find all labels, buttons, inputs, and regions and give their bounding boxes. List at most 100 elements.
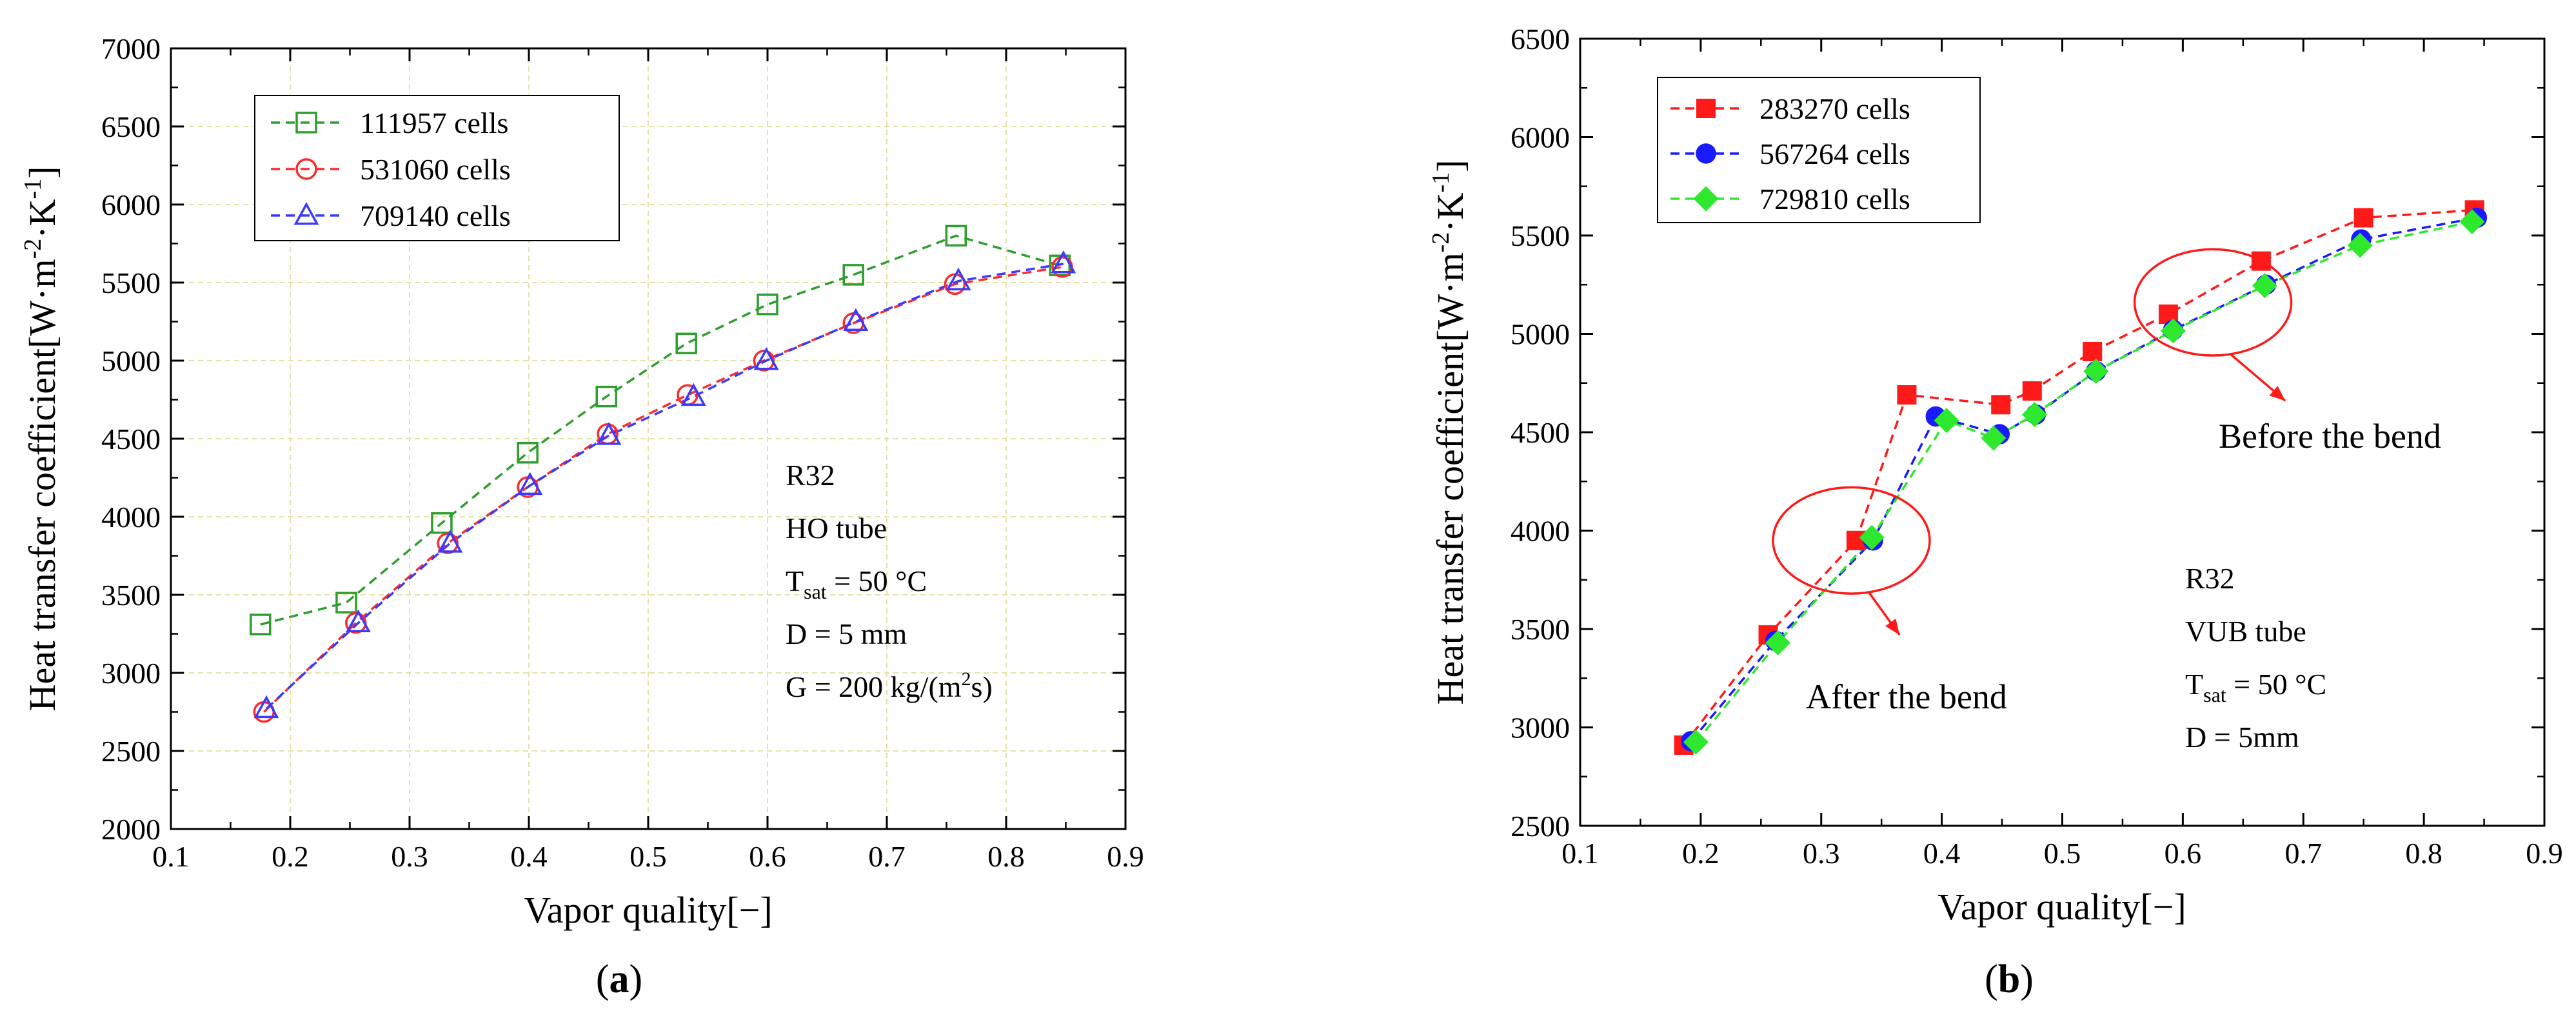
- data-point: [437, 530, 463, 553]
- y-tick-label: 3000: [101, 657, 161, 690]
- annotation-diameter: D = 5mm: [2185, 721, 2299, 754]
- data-point: [680, 383, 706, 406]
- x-tick-label: 0.7: [868, 840, 906, 873]
- x-tick-label: 0.1: [152, 840, 190, 873]
- y-axis-label-sup1: -2: [19, 239, 46, 259]
- y-tick-label: 6000: [1511, 121, 1570, 154]
- legend-marker: [1696, 143, 1716, 164]
- data-point: [946, 267, 971, 291]
- x-tick-label: 0.5: [2044, 837, 2081, 870]
- y-axis-label-sup2: -1: [1427, 172, 1454, 193]
- legend: 283270 cells 567264 cells 729810 cells: [1670, 92, 1910, 215]
- legend-marker: [1693, 186, 1719, 212]
- data-point: [2160, 318, 2186, 344]
- x-tick-label: 0.5: [629, 840, 667, 873]
- data-point: [1683, 729, 1709, 755]
- data-point: [431, 512, 453, 534]
- data-point: [1981, 425, 2006, 451]
- x-tick-label: 0.4: [1923, 837, 1961, 870]
- series-line: [1690, 216, 2477, 742]
- annotation-tsat-tail: = 50 °C: [827, 564, 927, 597]
- series-line: [1695, 220, 2473, 743]
- panel-label-a-open: (: [596, 957, 609, 1001]
- annotation-mass-flux: G = 200 kg/(m2s): [786, 668, 993, 703]
- series-lines: [1683, 208, 2477, 746]
- y-axis-label-end: ]: [21, 166, 63, 179]
- legend-marker: [295, 112, 317, 134]
- annotation-tsat-sub: sat: [804, 580, 827, 603]
- legend-marker: [295, 158, 317, 180]
- x-tick-label: 0.8: [987, 840, 1025, 873]
- legend: 111957 cells 531060 cells 709140 cells: [271, 106, 511, 232]
- chart-panel-b: 0.1 0.2 0.3 0.4 0.5 0.6 0.7 0.8 0.9 2500 3000 3500…: [1427, 23, 2563, 1001]
- after-bend-label: After the bend: [1806, 677, 2007, 716]
- series-lines: [260, 234, 1064, 713]
- data-point: [2022, 402, 2048, 428]
- series-line: [1683, 208, 2475, 746]
- data-point: [1897, 385, 1917, 405]
- data-point: [757, 294, 778, 315]
- axis-ticks: [170, 47, 1127, 830]
- annotation-tsat: Tsat = 50 °C: [786, 564, 927, 603]
- y-tick-label: 6500: [101, 110, 161, 143]
- legend-label: 729810 cells: [1759, 183, 1910, 215]
- legend-label: 567264 cells: [1759, 137, 1910, 170]
- y-axis-label: Heat transfer coefficient[W·m-2·K-1]: [1427, 160, 1471, 705]
- data-point: [2353, 208, 2373, 228]
- annotation-mass-flux-sup: 2: [962, 668, 971, 690]
- highlight-arrow-head: [2269, 386, 2286, 401]
- legend-marker: [293, 202, 319, 225]
- x-tick-label: 0.8: [2405, 837, 2442, 870]
- panel-label-a-close: ): [629, 957, 643, 1001]
- y-axis-label-sup1: -2: [1427, 232, 1454, 253]
- data-point: [517, 442, 539, 464]
- legend-marker: [1696, 99, 1716, 118]
- panel-label-b-open: (: [1985, 957, 1998, 1001]
- panel-label-a-letter: a: [609, 957, 629, 1001]
- data-point: [842, 264, 864, 286]
- y-axis-label-sup2: -1: [19, 179, 46, 199]
- y-tick-label: 5500: [101, 266, 161, 299]
- panel-label-a: (a): [596, 957, 642, 1001]
- before-bend-label: Before the bend: [2219, 417, 2441, 455]
- highlight-arrow-head: [1885, 618, 1900, 635]
- y-tick-label: 6000: [101, 188, 161, 221]
- x-tick-labels: 0.1 0.2 0.3 0.4 0.5 0.6 0.7 0.8 0.9: [152, 840, 1144, 873]
- y-axis-label-main: Heat transfer coefficient[W·m: [21, 259, 63, 711]
- panel-label-b-close: ): [2020, 957, 2034, 1001]
- data-point: [1051, 250, 1076, 274]
- x-tick-label: 0.4: [510, 840, 548, 873]
- y-tick-labels: 2500 3000 3500 4000 4500 5000 5500 6000 6500: [1511, 23, 1570, 843]
- data-point: [250, 614, 272, 635]
- x-axis-label: Vapor quality[−]: [524, 889, 772, 931]
- y-tick-label: 4500: [1511, 416, 1570, 449]
- annotation-diameter: D = 5 mm: [786, 617, 907, 650]
- y-tick-label: 5000: [1511, 318, 1570, 351]
- data-point: [2252, 273, 2277, 299]
- x-tick-label: 0.1: [1561, 837, 1599, 870]
- annotation-mass-flux-tail: s): [971, 670, 993, 703]
- annotation-tsat-main: T: [2185, 668, 2203, 701]
- chart-panel-a: 0.1 0.2 0.3 0.4 0.5 0.6 0.7 0.8 0.9 2000 2500 3000…: [19, 32, 1144, 1001]
- legend-label: 709140 cells: [360, 199, 511, 232]
- y-tick-label: 2500: [1511, 810, 1570, 843]
- x-tick-label: 0.3: [391, 840, 428, 873]
- y-axis-label-mid: ·K: [1429, 192, 1471, 232]
- data-point: [335, 592, 357, 614]
- data-point: [1934, 408, 1959, 434]
- series-markers: [1674, 200, 2488, 755]
- y-tick-labels: 2000 2500 3000 3500 4000 4500 5000 5500 6000 6500…: [101, 32, 161, 846]
- annotation-tsat-main: T: [786, 564, 804, 597]
- data-point: [2347, 232, 2373, 258]
- y-tick-label: 3500: [101, 579, 161, 612]
- data-point: [945, 225, 967, 247]
- highlight-ellipse: [1772, 486, 1931, 595]
- y-tick-label: 3500: [1511, 613, 1570, 646]
- data-point: [675, 332, 697, 355]
- data-point: [253, 695, 279, 719]
- x-tick-label: 0.6: [749, 840, 786, 873]
- legend-label: 283270 cells: [1759, 92, 1910, 125]
- series-line: [265, 263, 1064, 710]
- annotation-tube: HO tube: [786, 512, 887, 544]
